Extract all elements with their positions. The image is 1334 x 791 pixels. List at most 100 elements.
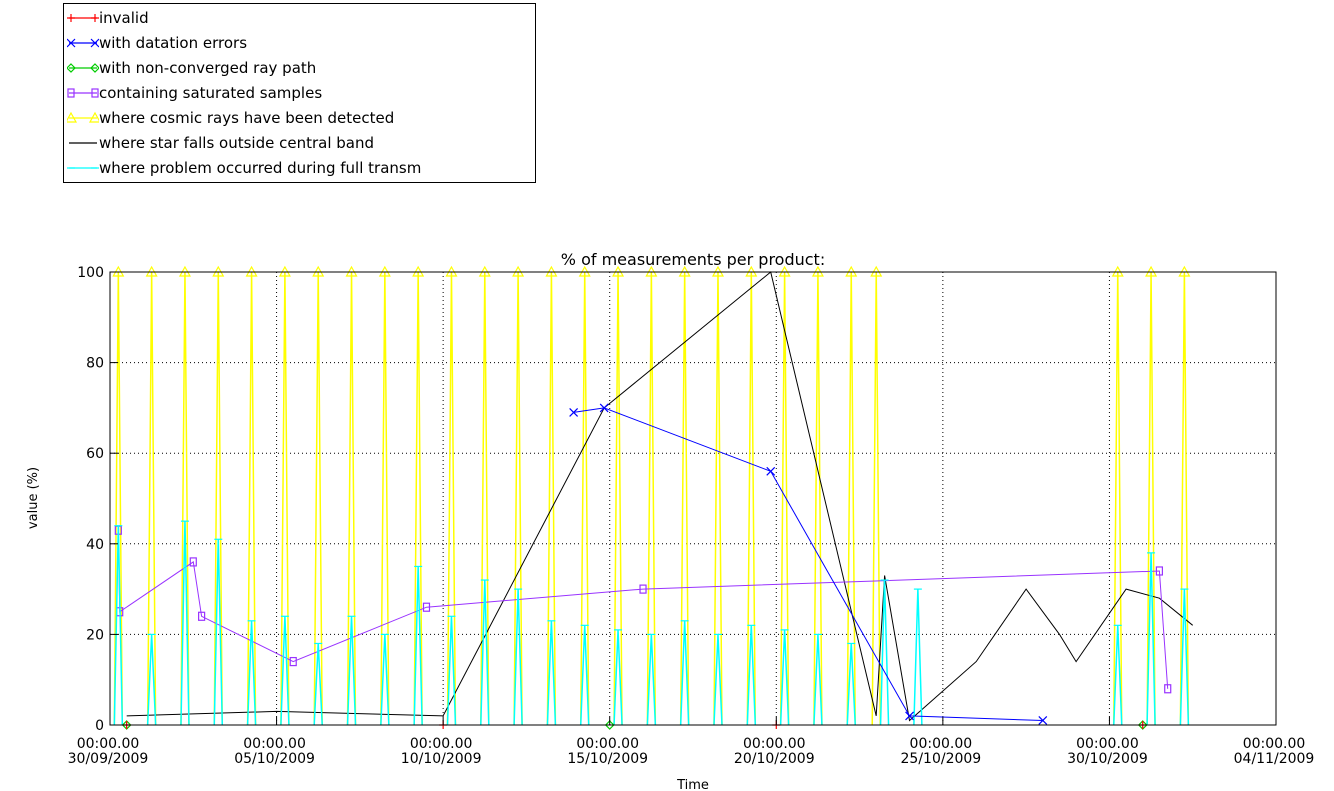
x-tick-date: 25/10/2009 — [901, 751, 982, 767]
series-marker — [569, 408, 579, 417]
series-point — [879, 580, 890, 726]
series-point — [380, 271, 390, 726]
legend-marker — [88, 111, 99, 123]
series-point — [146, 271, 157, 726]
series-layer — [112, 265, 1194, 730]
series-point — [579, 271, 590, 726]
x-tick-time: 00:00.00 — [77, 736, 140, 752]
legend-symbol — [67, 111, 99, 123]
x-tick-date: 15/10/2009 — [567, 751, 648, 767]
series-point — [546, 271, 557, 726]
y-tick-label: 60 — [86, 446, 104, 462]
series-marker — [1164, 684, 1172, 694]
series-marker — [422, 602, 431, 612]
x-tick-time: 00:00.00 — [576, 736, 639, 752]
series-point — [246, 271, 257, 726]
y-tick-label: 0 — [95, 718, 104, 734]
y-tick-label: 80 — [86, 356, 104, 372]
series-point — [913, 589, 923, 726]
legend-label: where cosmic rays have been detected — [99, 109, 395, 127]
series-point — [1113, 271, 1123, 726]
series-marker — [604, 720, 615, 730]
series-marker — [766, 466, 776, 476]
series-point — [446, 271, 457, 726]
series-point — [1179, 271, 1190, 726]
x-tick-time: 00:00.00 — [1243, 736, 1306, 752]
plot-frame — [109, 271, 1277, 726]
legend-marker — [67, 88, 75, 98]
legend-marker — [67, 38, 76, 48]
x-tick-date: 04/11/2009 — [1234, 751, 1315, 767]
legend-item: where star falls outside central band — [67, 131, 374, 155]
legend-marker — [90, 63, 99, 73]
legend-item: containing saturated samples — [67, 81, 322, 105]
legend-symbol — [67, 167, 99, 169]
legend-label: with non-converged ray path — [99, 59, 317, 77]
legend-label: invalid — [99, 9, 149, 27]
series-marker — [905, 711, 914, 721]
legend-item: invalid — [67, 6, 149, 30]
series-line — [126, 271, 1194, 722]
x-axis-label: Time — [676, 778, 709, 791]
legend-symbol — [67, 88, 99, 98]
legend-item: where cosmic rays have been detected — [67, 106, 394, 130]
legend-label: where star falls outside central band — [99, 134, 375, 152]
series-point — [713, 271, 723, 726]
x-tick-date: 30/10/2009 — [1067, 751, 1148, 767]
series-line — [573, 407, 1043, 721]
x-tick-date: 30/09/2009 — [68, 751, 149, 767]
x-tick-date: 10/10/2009 — [401, 751, 482, 767]
series-point — [513, 271, 523, 726]
y-tick-label: 20 — [86, 627, 104, 643]
legend-marker — [90, 38, 99, 48]
series-where-cosmic-rays-have-been-detected — [112, 265, 1191, 726]
series-where-star-falls-outside-central-band — [126, 271, 1194, 722]
legend-item: with non-converged ray path — [67, 56, 316, 80]
x-tick-time: 00:00.00 — [410, 736, 473, 752]
series-where-problem-occurred-during-full-transm — [113, 520, 1190, 726]
legend-label: with datation errors — [99, 34, 248, 52]
legend-symbol — [67, 38, 99, 48]
series-point — [779, 271, 790, 726]
legend-marker — [91, 14, 99, 22]
legend-symbol — [67, 63, 99, 73]
legend-item: with datation errors — [67, 31, 247, 55]
series-point — [646, 271, 657, 726]
legend: invalid with datation errors with non-conv… — [63, 3, 536, 183]
legend-symbol — [69, 142, 97, 144]
series-point — [813, 271, 823, 726]
legend-marker — [67, 14, 75, 22]
legend-label: where problem occurred during full trans… — [99, 159, 422, 177]
series-marker — [639, 584, 647, 594]
series-marker — [189, 557, 197, 567]
series-marker — [1038, 716, 1048, 725]
series-with-datation-errors — [569, 403, 1048, 725]
series-marker — [1155, 566, 1164, 576]
legend-label: containing saturated samples — [99, 84, 323, 102]
series-point — [613, 271, 623, 726]
x-tick-date: 20/10/2009 — [734, 751, 815, 767]
x-tick-time: 00:00.00 — [743, 736, 806, 752]
y-axis-label: value (%) — [26, 467, 41, 529]
y-tick-label: 100 — [77, 265, 104, 281]
legend-item: where problem occurred during full trans… — [67, 156, 421, 180]
x-tick-date: 05/10/2009 — [234, 751, 315, 767]
legend-marker — [67, 63, 76, 73]
chart-title: % of measurements per product: — [561, 250, 825, 269]
legend-marker — [67, 111, 78, 123]
series-marker — [599, 403, 609, 413]
x-tick-time: 00:00.00 — [1076, 736, 1139, 752]
series-marker — [198, 611, 206, 621]
x-tick-time: 00:00.00 — [910, 736, 973, 752]
series-point — [746, 271, 757, 726]
y-tick-label: 40 — [86, 537, 104, 553]
x-tick-time: 00:00.00 — [243, 736, 306, 752]
legend-symbol — [67, 14, 99, 22]
series-marker — [289, 656, 297, 667]
legend-marker — [91, 88, 99, 98]
series-point — [346, 271, 357, 726]
series-containing-saturated-samples — [114, 525, 1172, 694]
x-axis-ticks: 00:00.0030/09/200900:00.0005/10/200900:0… — [68, 717, 1315, 767]
series-line — [117, 530, 1169, 689]
